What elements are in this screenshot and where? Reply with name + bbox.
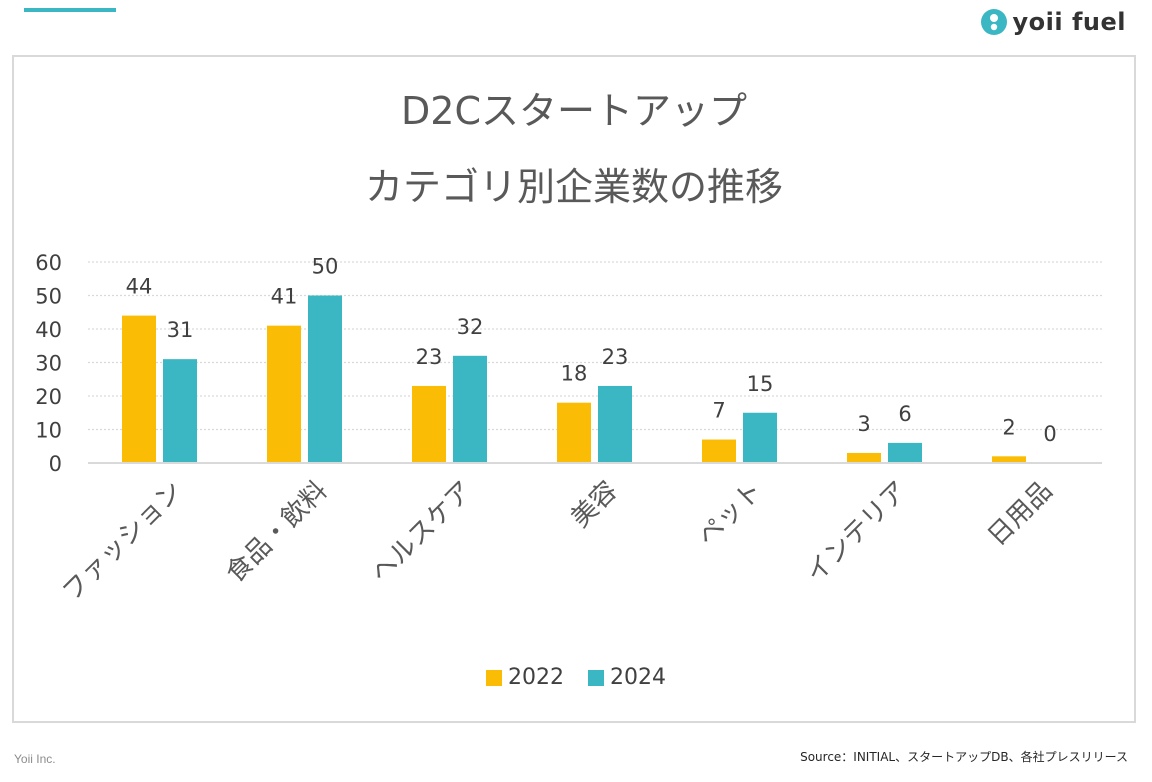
chart-frame <box>12 55 1136 723</box>
y-tick-50: 50 <box>35 285 62 309</box>
y-tick-0: 0 <box>49 452 62 476</box>
bar-2024-2 <box>453 355 487 463</box>
y-tick-10: 10 <box>35 419 62 443</box>
data-label-2022-4: 7 <box>712 399 725 423</box>
data-label-2024-2: 32 <box>457 315 484 339</box>
legend-item-2024: 2024 <box>588 665 666 690</box>
legend-item-2022: 2022 <box>486 665 564 690</box>
bar-2024-1 <box>308 295 342 463</box>
y-axis-ticks: 0 10 20 30 40 50 60 <box>35 251 62 476</box>
bar-2024-5 <box>888 442 922 463</box>
data-labels: 44 31 41 50 23 32 18 23 7 15 3 6 2 0 <box>126 255 1057 447</box>
y-tick-20: 20 <box>35 385 62 409</box>
accent-line <box>24 8 116 12</box>
bar-2024-0 <box>163 359 197 463</box>
bar-2022-5 <box>847 452 881 463</box>
x-label-0: ファッション <box>57 476 189 608</box>
x-label-4: ペット <box>692 476 768 552</box>
brand-name: yoii fuel <box>1012 8 1126 36</box>
bars <box>122 295 1026 463</box>
bar-2024-4 <box>743 412 777 463</box>
y-tick-30: 30 <box>35 352 62 376</box>
bar-2024-3 <box>598 385 632 463</box>
bar-2022-4 <box>702 439 736 463</box>
legend: 2022 2024 <box>0 665 1152 690</box>
data-label-2024-5: 6 <box>898 402 911 426</box>
x-axis-labels: ファッション 食品・飲料 ヘルスケア 美容 ペット インテリア 日用品 <box>57 476 1059 608</box>
data-label-2022-2: 23 <box>416 345 443 369</box>
chart-title-line1: D2Cスタートアップ <box>401 89 747 133</box>
bar-2022-3 <box>557 402 591 463</box>
footer-source: Source：INITIAL、スタートアップDB、各社プレスリリース <box>800 750 1128 764</box>
x-label-5: インテリア <box>800 476 913 589</box>
legend-swatch-2022 <box>486 669 502 686</box>
x-label-6: 日用品 <box>982 476 1058 552</box>
data-label-2022-5: 3 <box>857 412 870 436</box>
x-label-2: ヘルスケア <box>365 476 478 589</box>
y-tick-40: 40 <box>35 318 62 342</box>
data-label-2024-1: 50 <box>312 255 339 279</box>
bar-2022-2 <box>412 385 446 463</box>
x-label-1: 食品・飲料 <box>220 476 333 589</box>
y-tick-60: 60 <box>35 251 62 275</box>
data-label-2022-6: 2 <box>1002 415 1015 439</box>
data-label-2024-3: 23 <box>602 345 629 369</box>
data-label-2024-4: 15 <box>747 372 774 396</box>
legend-swatch-2024 <box>588 669 604 686</box>
data-label-2024-6: 0 <box>1043 422 1056 446</box>
data-label-2022-1: 41 <box>271 285 298 309</box>
gridlines <box>88 261 1102 431</box>
yoii-logo-icon <box>980 9 1007 35</box>
data-label-2024-0: 31 <box>167 318 194 342</box>
bar-2022-6 <box>992 456 1026 463</box>
bar-2022-0 <box>122 315 156 463</box>
chart-title-line2: カテゴリ別企業数の推移 <box>364 165 783 209</box>
data-label-2022-0: 44 <box>126 275 153 299</box>
brand-logo: yoii fuel <box>979 4 1126 40</box>
footer-company: Yoii Inc. <box>14 752 56 766</box>
legend-label-2024: 2024 <box>610 665 666 690</box>
data-label-2022-3: 18 <box>561 362 588 386</box>
legend-label-2022: 2022 <box>508 665 564 690</box>
bar-2022-1 <box>267 325 301 463</box>
x-label-3: 美容 <box>565 476 623 534</box>
